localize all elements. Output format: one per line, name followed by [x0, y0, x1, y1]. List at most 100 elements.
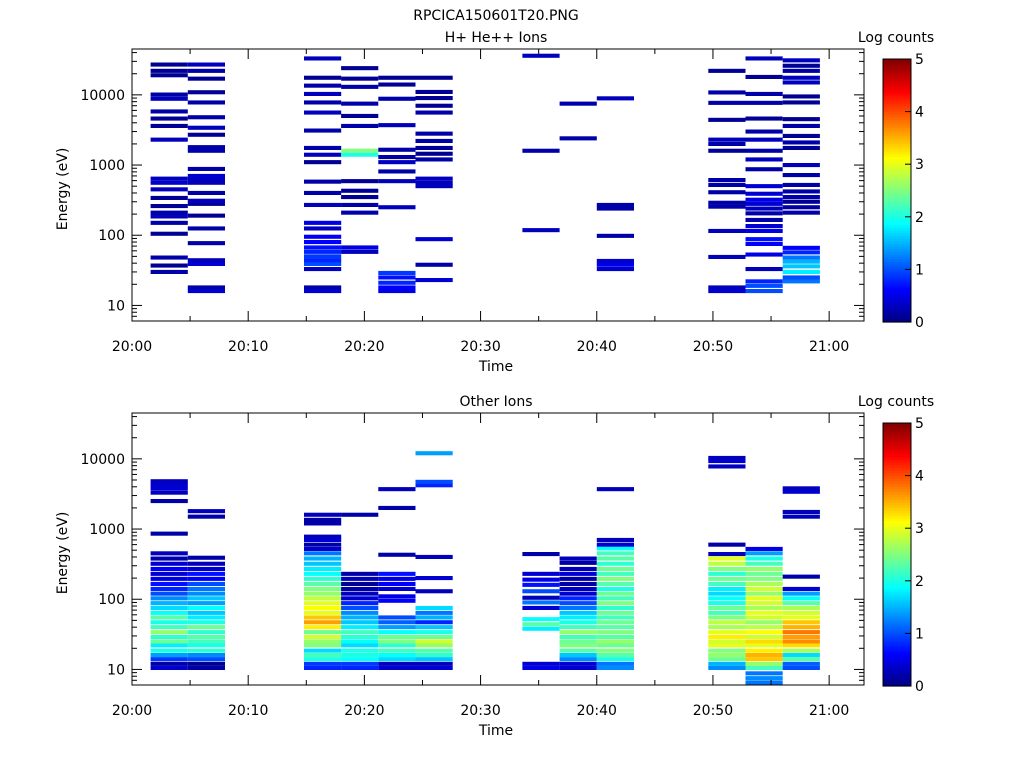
colorbar-segment: [883, 549, 911, 553]
heatmap-cell: [522, 589, 560, 594]
heatmap-cell: [745, 657, 783, 662]
heatmap-cell: [596, 596, 634, 601]
heatmap-cell: [378, 657, 416, 662]
heatmap-cell: [150, 180, 188, 185]
colorbar-segment: [883, 572, 911, 577]
colorbar-segment: [883, 528, 911, 532]
heatmap-cell: [596, 605, 634, 610]
heatmap-cell: [708, 581, 746, 586]
colorbar-segment: [883, 433, 911, 437]
heatmap-cell: [187, 576, 225, 581]
heatmap-cell: [187, 226, 225, 231]
heatmap-cell: [341, 210, 379, 215]
heatmap-cell: [341, 512, 379, 517]
heatmap-cell: [187, 586, 225, 591]
heatmap-cell: [150, 479, 188, 484]
colorbar-segment: [883, 680, 911, 684]
heatmap-cell: [745, 596, 783, 601]
colorbar-segment: [883, 282, 911, 286]
colorbar-segment: [883, 583, 911, 587]
heatmap-cell: [187, 634, 225, 639]
heatmap-cell: [745, 228, 783, 233]
heatmap-cell: [522, 605, 560, 610]
heatmap-cell: [745, 643, 783, 648]
heatmap-cell: [415, 479, 453, 484]
heatmap-cell: [708, 204, 746, 209]
heatmap-cell: [378, 576, 416, 581]
heatmap-cell: [782, 630, 820, 635]
heatmap-cell: [187, 630, 225, 635]
colorbar-segment: [883, 256, 911, 260]
heatmap-cell: [187, 648, 225, 653]
heatmap-cell: [708, 625, 746, 630]
heatmap-cell: [708, 455, 746, 460]
heatmap-cell: [341, 245, 379, 250]
heatmap-cell: [708, 566, 746, 571]
heatmap-cell: [378, 270, 416, 275]
colorbar-segment: [883, 172, 911, 176]
colorbar-segment: [883, 177, 911, 181]
colorbar-tick-label: 4: [915, 469, 924, 485]
colorbar-frame: [882, 58, 912, 323]
heatmap-cell: [782, 269, 820, 274]
colorbar-segment: [883, 277, 911, 281]
heatmap-cell: [415, 180, 453, 185]
colorbar-segment: [883, 74, 911, 79]
heatmap-cell: [187, 68, 225, 73]
heatmap-cell: [378, 665, 416, 670]
heatmap-cell: [150, 116, 188, 121]
heatmap-cell: [341, 202, 379, 207]
heatmap-cell: [559, 101, 597, 106]
colorbar-segment: [883, 206, 911, 210]
heatmap-cell: [415, 451, 453, 456]
colorbar-segment: [883, 195, 911, 199]
heatmap-cell: [378, 615, 416, 620]
heatmap-cell: [745, 665, 783, 670]
heatmap-cell: [745, 267, 783, 272]
colorbar-segment: [883, 515, 911, 519]
heatmap-cell: [304, 160, 342, 165]
plot-frame: [131, 48, 865, 322]
colorbar-segment: [883, 243, 911, 247]
colorbar-segment: [883, 462, 911, 466]
heatmap-cell: [708, 596, 746, 601]
heatmap-cell: [304, 512, 342, 517]
colorbar-segment: [883, 499, 911, 503]
heatmap-cell: [304, 258, 342, 263]
heatmap-cell: [341, 148, 379, 153]
colorbar-segment: [883, 551, 911, 556]
heatmap-cell: [782, 586, 820, 591]
heatmap-cell: [378, 552, 416, 557]
colorbar-segment: [883, 108, 911, 113]
heatmap-cell: [150, 601, 188, 606]
colorbar-segment: [883, 467, 911, 471]
heatmap-cell: [304, 517, 342, 522]
colorbar-segment: [883, 667, 911, 671]
heatmap-cell: [745, 283, 783, 288]
heatmap-cell: [304, 234, 342, 239]
heatmap-cell: [415, 184, 453, 189]
heatmap-cell: [150, 531, 188, 536]
colorbar-segment: [883, 130, 911, 134]
heatmap-cell: [304, 245, 342, 250]
colorbar-tick-label: 2: [915, 210, 924, 226]
heatmap-cell: [596, 267, 634, 272]
heatmap-cell: [304, 267, 342, 272]
colorbar-segment: [883, 557, 911, 561]
heatmap-cell: [341, 571, 379, 576]
heatmap-cell: [378, 75, 416, 80]
heatmap-cell: [187, 190, 225, 195]
heatmap-cell: [745, 289, 783, 294]
heatmap-cell: [150, 255, 188, 260]
heatmap-cell: [304, 226, 342, 231]
colorbar-segment: [883, 451, 911, 456]
heatmap-cell: [559, 601, 597, 606]
colorbar-segment: [883, 114, 911, 118]
heatmap-cell: [150, 571, 188, 576]
colorbar-segment: [883, 203, 911, 207]
heatmap-cell: [378, 625, 416, 630]
heatmap-cell: [596, 586, 634, 591]
heatmap-cell: [782, 610, 820, 615]
heatmap-cell: [782, 255, 820, 260]
heatmap-cell: [378, 586, 416, 591]
